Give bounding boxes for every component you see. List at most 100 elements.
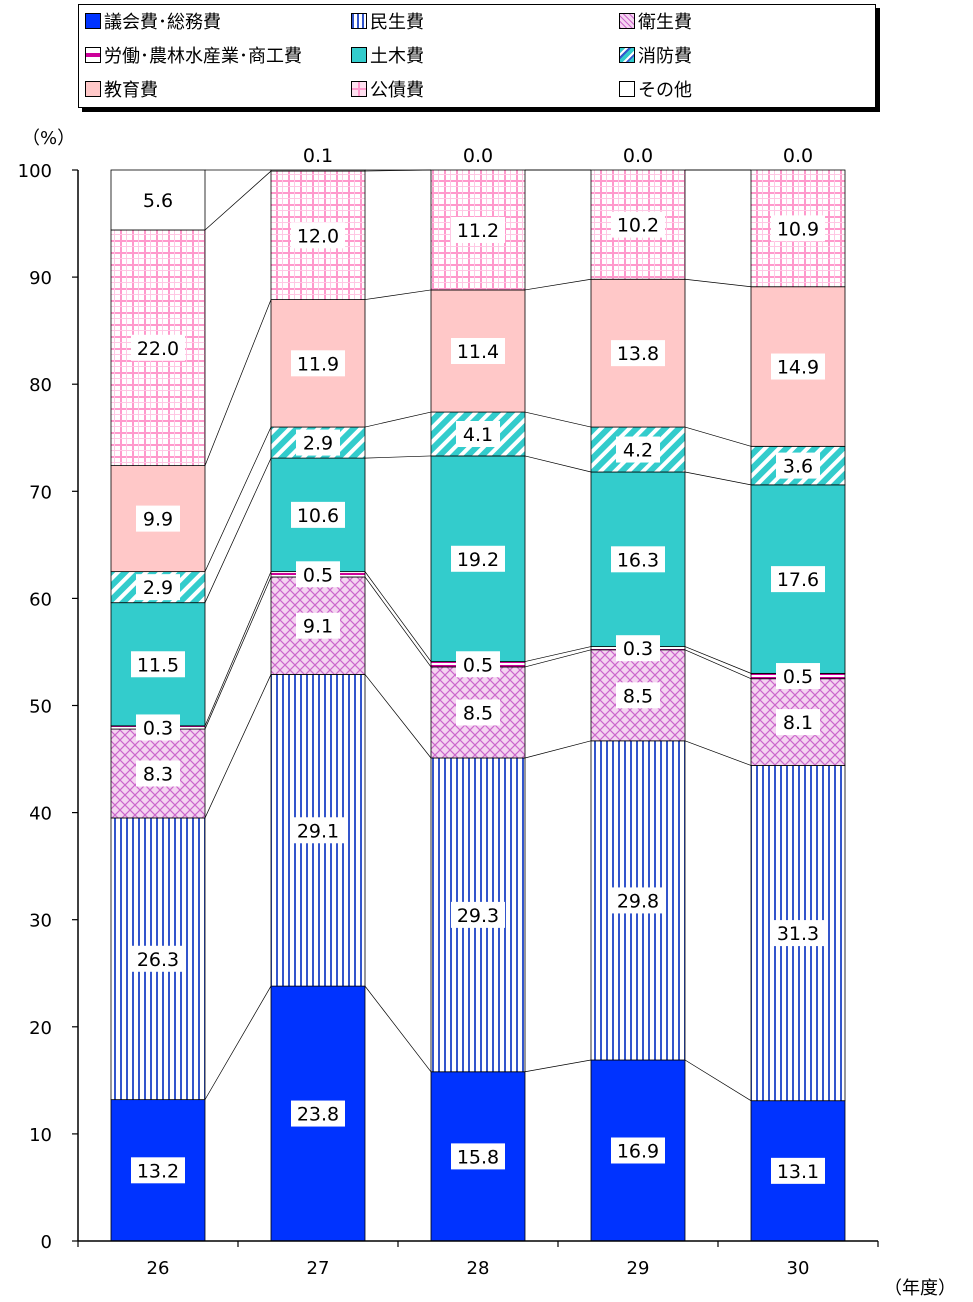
connector-line-1-5 bbox=[364, 455, 432, 459]
data-label-29-s5: 4.2 bbox=[623, 440, 653, 462]
data-label-28-s5: 4.1 bbox=[463, 424, 493, 446]
data-label-bg bbox=[136, 505, 180, 532]
legend-swatch-icon bbox=[351, 13, 367, 29]
data-label-bg bbox=[776, 663, 820, 690]
legend-swatch-icon bbox=[351, 47, 367, 63]
connector-line-3-4 bbox=[684, 646, 752, 674]
data-label-28-s7: 11.2 bbox=[457, 220, 499, 242]
connector-line-0-4 bbox=[204, 571, 272, 726]
connector-line-3-7 bbox=[684, 278, 752, 288]
data-label-30-s8: 0.0 bbox=[783, 145, 813, 167]
connector-line-2-6 bbox=[524, 411, 592, 428]
data-label-28-s6: 11.4 bbox=[457, 341, 499, 363]
legend-swatch-icon bbox=[85, 47, 101, 63]
data-label-30-s6: 14.9 bbox=[777, 357, 819, 379]
legend-item-eisei: 衛生費 bbox=[619, 10, 692, 33]
data-label-bg bbox=[136, 714, 180, 741]
data-label-bg bbox=[131, 1157, 185, 1184]
data-label-28-s3: 0.5 bbox=[463, 654, 493, 676]
data-label-bg bbox=[291, 1100, 345, 1127]
data-label-bg bbox=[456, 421, 500, 448]
data-label-bg bbox=[611, 887, 665, 914]
connector-line-1-7 bbox=[364, 289, 432, 300]
data-label-bg bbox=[136, 186, 180, 213]
connector-line-3-3 bbox=[684, 649, 752, 680]
connector-line-1-4 bbox=[364, 571, 432, 662]
data-label-bg bbox=[616, 635, 660, 662]
connector-line-0-1 bbox=[204, 985, 272, 1100]
connector-line-2-2 bbox=[524, 740, 592, 759]
legend-item-sonota: その他 bbox=[619, 78, 692, 101]
data-label-bg bbox=[456, 651, 500, 678]
data-label-29-s1: 29.8 bbox=[617, 890, 659, 912]
data-label-30-s4: 17.6 bbox=[777, 569, 819, 591]
data-label-29-s3: 0.3 bbox=[623, 638, 653, 660]
connector-line-2-7 bbox=[524, 278, 592, 291]
connector-line-1-3 bbox=[364, 576, 432, 668]
legend-label: 公債費 bbox=[370, 80, 424, 101]
data-label-27-s7: 12.0 bbox=[297, 225, 339, 247]
x-axis-unit-label: （年度） bbox=[884, 1278, 956, 1299]
data-label-bg bbox=[611, 546, 665, 573]
legend-item-kosai: 公債費 bbox=[351, 78, 424, 101]
data-label-26-s5: 2.9 bbox=[143, 577, 173, 599]
connector-line-2-1 bbox=[524, 1059, 592, 1073]
connector-line-1-6 bbox=[364, 411, 432, 428]
legend-swatch-icon bbox=[85, 81, 101, 97]
data-label-bg bbox=[611, 211, 665, 238]
data-label-bg bbox=[456, 699, 500, 726]
data-label-bg bbox=[291, 817, 345, 844]
data-label-29-s0: 16.9 bbox=[617, 1141, 659, 1163]
data-label-bg bbox=[616, 436, 660, 463]
data-label-28-s2: 8.5 bbox=[463, 702, 493, 724]
y-axis-unit-label: （%） bbox=[22, 128, 76, 149]
bar-segment-27-s8 bbox=[270, 169, 366, 172]
legend-swatch-icon bbox=[619, 13, 635, 29]
data-label-bg bbox=[296, 561, 340, 588]
data-label-bg bbox=[131, 651, 185, 678]
data-label-bg bbox=[136, 760, 180, 787]
data-label-bg bbox=[771, 920, 825, 947]
data-label-bg bbox=[291, 501, 345, 528]
data-label-27-s1: 29.1 bbox=[297, 820, 339, 842]
data-label-bg bbox=[771, 353, 825, 380]
connector-line-0-3 bbox=[204, 576, 272, 730]
x-tick-label-27: 27 bbox=[307, 1258, 330, 1279]
data-label-bg bbox=[771, 1157, 825, 1184]
data-label-29-s6: 13.8 bbox=[617, 343, 659, 365]
data-label-bg bbox=[451, 545, 505, 572]
data-label-bg bbox=[451, 1143, 505, 1170]
data-label-bg bbox=[776, 452, 820, 479]
legend-item-rodo-norin-shoko: 労働･農林水産業･商工費 bbox=[85, 44, 302, 67]
data-label-28-s4: 19.2 bbox=[457, 549, 499, 571]
y-tick-label: 0 bbox=[41, 1232, 52, 1253]
data-label-bg bbox=[771, 215, 825, 242]
data-label-bg bbox=[291, 350, 345, 377]
data-label-26-s3: 0.3 bbox=[143, 717, 173, 739]
data-label-29-s4: 16.3 bbox=[617, 549, 659, 571]
data-label-27-s3: 0.5 bbox=[303, 564, 333, 586]
legend-item-gikai-somu: 議会費･総務費 bbox=[85, 10, 221, 33]
data-label-bg bbox=[131, 334, 185, 361]
connector-line-1-2 bbox=[364, 674, 432, 759]
legend-label: 土木費 bbox=[370, 46, 424, 67]
data-label-bg bbox=[776, 709, 820, 736]
connector-lines bbox=[204, 169, 752, 1101]
data-label-27-s4: 10.6 bbox=[297, 505, 339, 527]
y-tick-label: 70 bbox=[29, 482, 52, 503]
data-label-30-s2: 8.1 bbox=[783, 712, 813, 734]
data-label-bg bbox=[296, 429, 340, 456]
data-label-bg bbox=[451, 337, 505, 364]
y-tick-label: 40 bbox=[29, 804, 52, 825]
legend: 議会費･総務費 民生費 衛生費 労働･農林水産業･商工費 土木費 消防費 教育費… bbox=[78, 4, 876, 108]
legend-label: 民生費 bbox=[370, 12, 424, 33]
connector-line-0-7 bbox=[204, 299, 272, 466]
y-tick-label: 60 bbox=[29, 589, 52, 610]
y-tick-label: 10 bbox=[29, 1125, 52, 1146]
data-label-26-s4: 11.5 bbox=[137, 654, 179, 676]
data-label-27-s5: 2.9 bbox=[303, 433, 333, 455]
data-label-29-s8: 0.0 bbox=[623, 145, 653, 167]
y-tick-label: 30 bbox=[29, 911, 52, 932]
data-label-27-s2: 9.1 bbox=[303, 616, 333, 638]
